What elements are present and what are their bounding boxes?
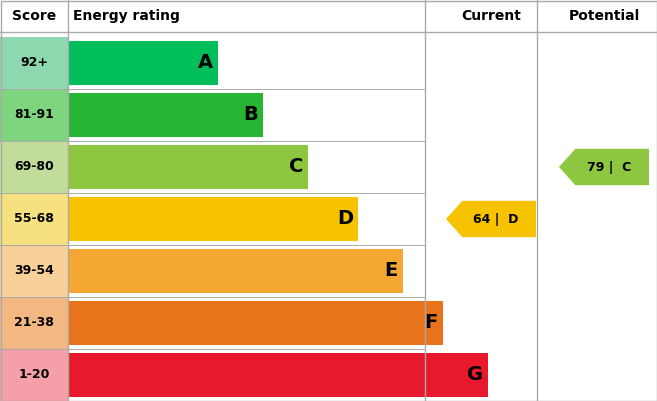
Text: 79 |  C: 79 | C — [587, 160, 631, 174]
Text: 55-68: 55-68 — [14, 213, 54, 225]
Polygon shape — [446, 201, 536, 237]
Bar — [68, 197, 358, 241]
Bar — [0, 193, 68, 245]
Text: 21-38: 21-38 — [14, 316, 54, 330]
Bar — [0, 37, 68, 89]
Bar — [0, 141, 68, 193]
Text: 69-80: 69-80 — [14, 160, 54, 174]
Text: A: A — [198, 53, 213, 73]
Bar — [0, 297, 68, 349]
Bar — [68, 301, 443, 345]
Text: 92+: 92+ — [20, 57, 48, 69]
Text: D: D — [337, 209, 353, 229]
Text: C: C — [288, 158, 303, 176]
Polygon shape — [559, 149, 649, 185]
Text: B: B — [243, 105, 258, 124]
Bar — [68, 93, 263, 137]
Text: E: E — [385, 261, 398, 281]
Text: Energy rating: Energy rating — [73, 9, 180, 23]
Bar — [0, 349, 68, 401]
Text: Current: Current — [461, 9, 521, 23]
Bar — [68, 353, 488, 397]
Text: 81-91: 81-91 — [14, 109, 54, 122]
Bar — [0, 89, 68, 141]
Text: 64 |  D: 64 | D — [473, 213, 518, 225]
Text: F: F — [424, 314, 438, 332]
Bar — [68, 249, 403, 293]
Text: Score: Score — [12, 9, 56, 23]
Text: 39-54: 39-54 — [14, 265, 54, 277]
Bar — [68, 41, 218, 85]
Bar — [0, 245, 68, 297]
Text: 1-20: 1-20 — [18, 369, 50, 381]
Bar — [0, 0, 657, 32]
Bar — [68, 145, 308, 189]
Text: Potential: Potential — [568, 9, 640, 23]
Text: G: G — [467, 365, 483, 385]
